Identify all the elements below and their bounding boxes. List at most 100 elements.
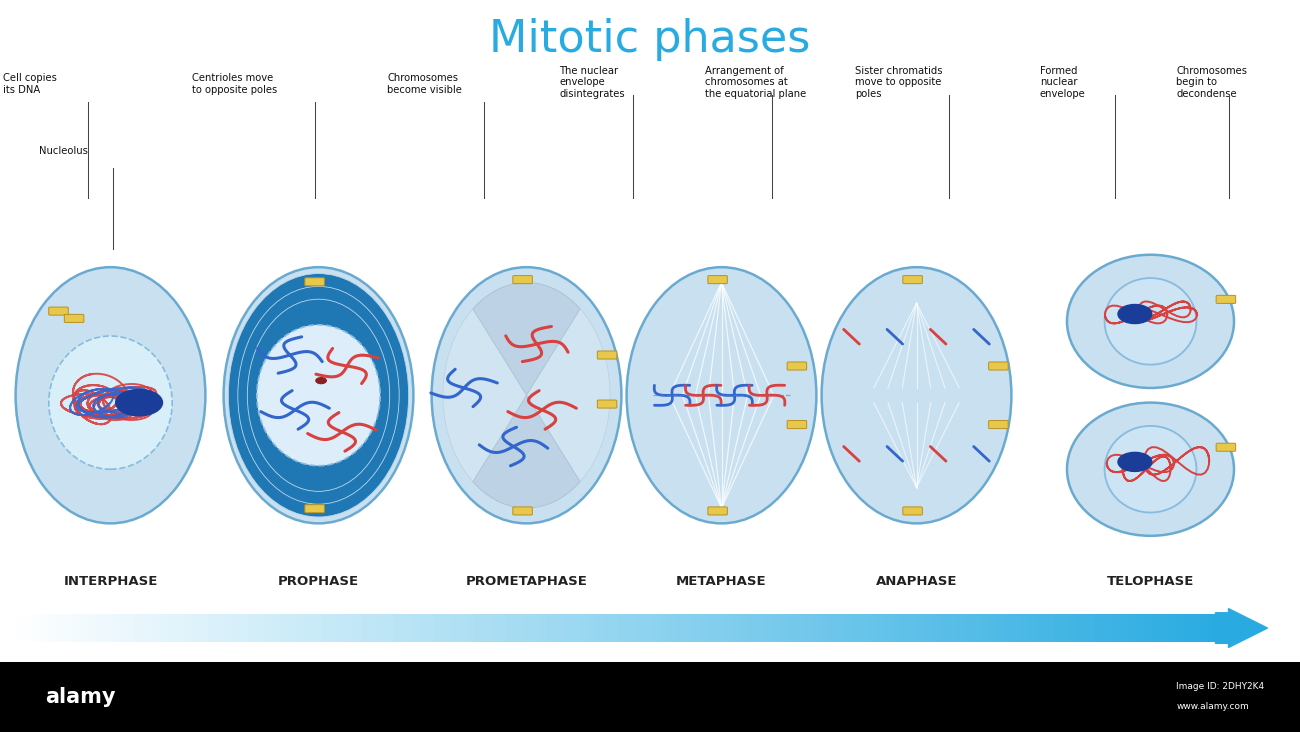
Bar <box>256 614 265 642</box>
Bar <box>1119 614 1128 642</box>
Bar <box>837 614 846 642</box>
Bar <box>402 614 411 642</box>
Bar <box>949 614 959 642</box>
Bar <box>337 614 346 642</box>
Bar <box>538 614 547 642</box>
Ellipse shape <box>238 286 399 504</box>
Bar <box>578 614 588 642</box>
Bar <box>344 614 355 642</box>
Bar <box>918 614 927 642</box>
Text: Sister chromatids
move to opposite
poles: Sister chromatids move to opposite poles <box>855 66 942 99</box>
Bar <box>1022 614 1031 642</box>
Bar <box>724 614 733 642</box>
Ellipse shape <box>1067 255 1234 388</box>
Polygon shape <box>473 395 580 508</box>
Bar <box>958 614 967 642</box>
FancyArrow shape <box>1216 608 1268 648</box>
Bar <box>442 614 451 642</box>
FancyBboxPatch shape <box>989 420 1009 428</box>
Bar <box>1160 614 1169 642</box>
Text: METAPHASE: METAPHASE <box>676 575 767 588</box>
Bar <box>248 614 257 642</box>
Bar <box>55 614 64 642</box>
Text: Image ID: 2DHY2K4: Image ID: 2DHY2K4 <box>1176 682 1265 691</box>
Bar <box>14 614 23 642</box>
Bar <box>941 614 950 642</box>
Bar <box>465 614 476 642</box>
Bar <box>805 614 814 642</box>
Text: Cell copies
its DNA: Cell copies its DNA <box>3 73 56 95</box>
Bar <box>885 614 894 642</box>
Bar <box>62 614 73 642</box>
Polygon shape <box>526 309 610 482</box>
FancyBboxPatch shape <box>1217 443 1236 451</box>
Ellipse shape <box>229 274 408 517</box>
Bar <box>659 614 668 642</box>
Bar <box>1183 614 1192 642</box>
Bar <box>361 614 370 642</box>
Ellipse shape <box>247 299 390 491</box>
Text: PROPHASE: PROPHASE <box>278 575 359 588</box>
Bar <box>1167 614 1176 642</box>
Bar <box>498 614 507 642</box>
Bar <box>1046 614 1056 642</box>
FancyBboxPatch shape <box>304 277 325 285</box>
Bar <box>183 614 194 642</box>
Bar <box>966 614 975 642</box>
Bar <box>878 614 887 642</box>
Bar <box>861 614 870 642</box>
Bar <box>515 614 524 642</box>
Bar <box>72 614 81 642</box>
Bar <box>417 614 426 642</box>
Bar <box>1200 614 1209 642</box>
FancyBboxPatch shape <box>708 275 728 283</box>
Bar <box>168 614 177 642</box>
Ellipse shape <box>257 325 380 466</box>
Bar <box>1070 614 1080 642</box>
Bar <box>1208 614 1217 642</box>
Bar <box>216 614 225 642</box>
Bar <box>208 614 217 642</box>
FancyBboxPatch shape <box>512 507 533 515</box>
Text: Arrangement of
chromosomes at
the equatorial plane: Arrangement of chromosomes at the equato… <box>705 66 806 99</box>
Bar <box>636 614 645 642</box>
Bar <box>281 614 290 642</box>
Bar <box>1175 614 1184 642</box>
Bar <box>6 614 16 642</box>
Ellipse shape <box>16 267 205 523</box>
Bar <box>79 614 88 642</box>
Bar <box>747 614 758 642</box>
FancyBboxPatch shape <box>902 507 923 515</box>
Bar <box>764 614 774 642</box>
Bar <box>1062 614 1071 642</box>
Bar <box>321 614 330 642</box>
Bar <box>127 614 136 642</box>
Bar <box>273 614 282 642</box>
Bar <box>87 614 96 642</box>
Bar <box>1191 614 1201 642</box>
Bar <box>603 614 612 642</box>
FancyBboxPatch shape <box>1217 295 1236 303</box>
Bar <box>120 614 129 642</box>
Bar <box>571 614 580 642</box>
Bar <box>820 614 829 642</box>
Bar <box>31 614 40 642</box>
Bar <box>1102 614 1111 642</box>
Bar <box>1006 614 1015 642</box>
Bar <box>757 614 766 642</box>
Ellipse shape <box>224 267 413 523</box>
Bar <box>47 614 56 642</box>
Bar <box>853 614 862 642</box>
Bar <box>240 614 250 642</box>
Circle shape <box>116 389 162 416</box>
Bar <box>780 614 789 642</box>
Bar <box>410 614 419 642</box>
Text: Nucleolus: Nucleolus <box>39 146 88 157</box>
Bar <box>909 614 919 642</box>
FancyBboxPatch shape <box>902 275 923 283</box>
Bar <box>595 614 604 642</box>
Bar <box>893 614 902 642</box>
Bar <box>458 614 467 642</box>
Bar <box>797 614 806 642</box>
FancyBboxPatch shape <box>304 505 325 512</box>
